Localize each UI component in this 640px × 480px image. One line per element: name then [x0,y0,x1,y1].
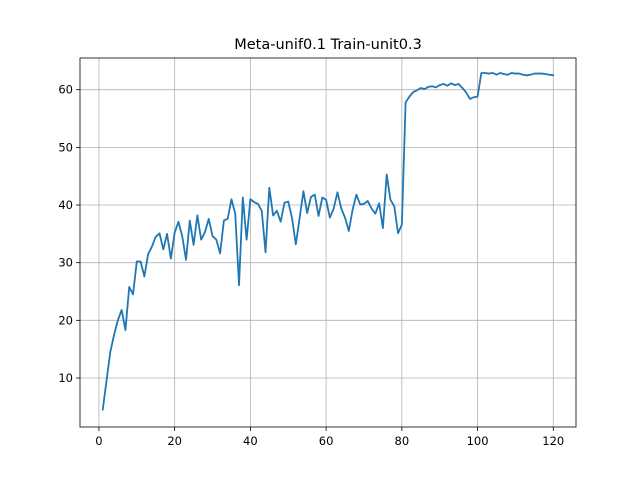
x-tick-label: 60 [319,434,334,448]
plot-frame [79,57,577,428]
y-axis: 10 20 30 40 50 60 [58,83,80,385]
series-line [101,72,555,411]
y-tick-label: 40 [58,198,73,212]
x-tick-label: 0 [95,434,102,448]
y-tick-label: 10 [58,371,73,385]
x-axis: 0 20 40 60 80 100 120 [95,427,564,448]
x-tick-label: 80 [395,434,410,448]
y-tick-label: 30 [58,256,73,270]
y-tick-label: 50 [58,140,73,154]
x-tick-label: 120 [542,434,564,448]
y-tick-label: 60 [58,83,73,97]
series-layer [101,72,555,411]
chart-title: Meta-unif0.1 Train-unit0.3 [234,37,422,53]
x-tick-label: 40 [243,434,258,448]
x-tick-label: 100 [467,434,489,448]
y-tick-label: 20 [58,313,73,327]
x-tick-label: 20 [167,434,182,448]
grid [80,58,576,427]
